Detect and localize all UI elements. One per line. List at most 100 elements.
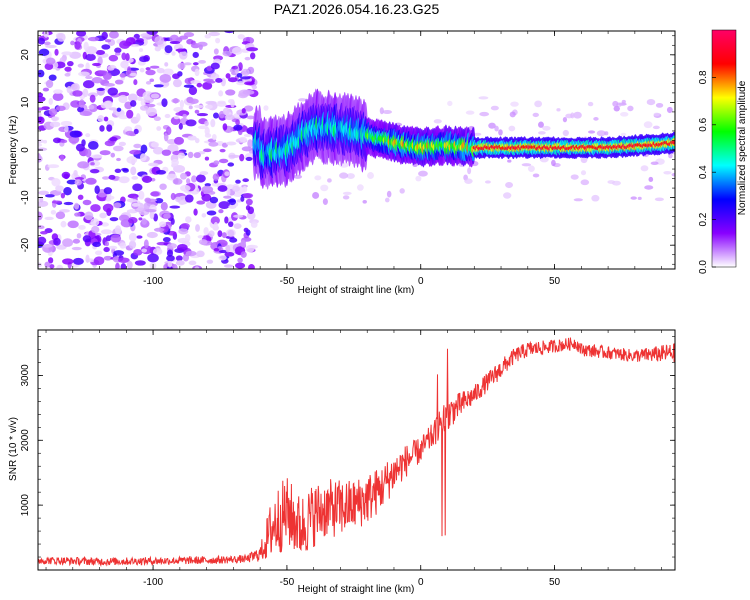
heatmap-cell	[161, 149, 172, 156]
heatmap-cell	[556, 108, 561, 112]
heatmap-cell	[93, 232, 102, 237]
spectrogram-y-axis-label: Frequency (Hz)	[8, 116, 19, 185]
heatmap-cell	[447, 100, 453, 107]
x-tick-label: 0	[418, 276, 424, 287]
heatmap-cell	[184, 234, 191, 242]
heatmap-cell	[191, 175, 197, 183]
heatmap-cell	[55, 211, 66, 220]
heatmap-cell	[199, 171, 209, 176]
heatmap-cell	[57, 32, 66, 42]
heatmap-cell	[130, 44, 140, 48]
heatmap-cell	[171, 263, 178, 269]
heatmap-cell	[247, 139, 253, 148]
heatmap-cell	[176, 244, 188, 251]
heatmap-cell	[244, 56, 251, 61]
heatmap-cell	[189, 98, 199, 104]
heatmap-cell	[125, 53, 130, 61]
heatmap-cell	[44, 261, 51, 268]
heatmap-cell	[251, 85, 258, 90]
heatmap-cell	[196, 174, 206, 183]
heatmap-cell	[119, 40, 131, 49]
heatmap-cell	[42, 87, 50, 92]
heatmap-cell	[465, 110, 475, 115]
heatmap-cell	[145, 80, 152, 85]
heatmap-cell	[62, 238, 74, 247]
heatmap-cell	[103, 187, 113, 195]
heatmap-cell	[218, 209, 224, 214]
heatmap-cell	[128, 240, 137, 249]
heatmap-cell	[213, 160, 220, 165]
heatmap-cell	[293, 174, 303, 179]
heatmap-cell	[145, 67, 151, 71]
heatmap-cell	[346, 173, 355, 179]
heatmap-cell	[127, 217, 138, 224]
heatmap-cell	[144, 197, 152, 203]
snr-y-ticks: 1000 2000 3000	[20, 336, 675, 571]
heatmap-cell	[193, 152, 201, 159]
heatmap-cell	[227, 162, 235, 167]
heatmap-cell	[66, 85, 72, 94]
heatmap-cell	[188, 105, 193, 110]
heatmap-cell	[194, 109, 200, 114]
heatmap-cell	[138, 48, 144, 53]
heatmap-cell	[224, 31, 235, 34]
heatmap-cell	[145, 107, 157, 117]
x-tick-label: -100	[143, 276, 163, 287]
heatmap-cell	[201, 193, 212, 202]
heatmap-cell	[242, 185, 248, 193]
heatmap-cell	[650, 161, 659, 165]
heatmap-cell	[488, 122, 496, 129]
heatmap-cell	[133, 143, 142, 149]
heatmap-cell	[132, 183, 143, 192]
heatmap-cell	[62, 258, 74, 265]
heatmap-cell	[197, 235, 204, 239]
heatmap-cell	[173, 115, 180, 120]
heatmap-cell	[242, 89, 255, 95]
heatmap-cell	[137, 96, 143, 101]
heatmap-cell	[222, 107, 230, 116]
heatmap-cell	[77, 161, 90, 169]
heatmap-cell	[573, 111, 582, 119]
heatmap-cell	[201, 185, 214, 194]
heatmap-cell	[653, 112, 660, 117]
heatmap-cell	[119, 72, 127, 78]
heatmap-cell	[136, 38, 144, 43]
colorbar-tick-label: 0.6	[698, 117, 709, 131]
heatmap-cell	[241, 108, 246, 114]
heatmap-cell	[131, 176, 139, 180]
heatmap-cell	[204, 120, 209, 127]
heatmap-cell	[239, 153, 245, 162]
heatmap-cell	[245, 156, 253, 161]
y-tick-label: 1000	[20, 494, 31, 517]
heatmap-cell	[108, 54, 119, 62]
x-tick-label: -50	[280, 276, 295, 287]
heatmap-cell	[70, 83, 78, 90]
heatmap-cell	[521, 163, 532, 167]
colorbar-label: Normalized spectral amplitude	[737, 80, 748, 215]
heatmap-cell	[126, 66, 132, 75]
spectrogram-x-ticks: -100 -50 0 50	[45, 31, 662, 287]
heatmap-cell	[45, 194, 55, 198]
heatmap-cell	[637, 196, 642, 200]
heatmap-cell	[66, 60, 74, 67]
heatmap-cell	[153, 227, 165, 232]
heatmap-cell	[654, 197, 664, 202]
heatmap-cell	[99, 125, 105, 132]
heatmap-cell	[596, 130, 606, 137]
heatmap-cell	[122, 168, 129, 173]
heatmap-cell	[60, 220, 67, 228]
heatmap-cell	[40, 231, 48, 235]
heatmap-cell	[77, 63, 84, 68]
spectrogram-x-axis-label: Height of straight line (km)	[298, 285, 415, 296]
heatmap-cell	[63, 201, 74, 206]
heatmap-cell	[534, 100, 543, 108]
heatmap-cell	[85, 62, 90, 71]
heatmap-cell	[527, 165, 535, 172]
heatmap-cell	[158, 221, 167, 228]
heatmap-cell	[228, 204, 237, 209]
heatmap-cell	[206, 80, 216, 84]
heatmap-cell	[532, 173, 540, 178]
heatmap-cell	[38, 107, 45, 111]
heatmap-cell	[69, 130, 82, 138]
heatmap-cell	[79, 110, 92, 117]
